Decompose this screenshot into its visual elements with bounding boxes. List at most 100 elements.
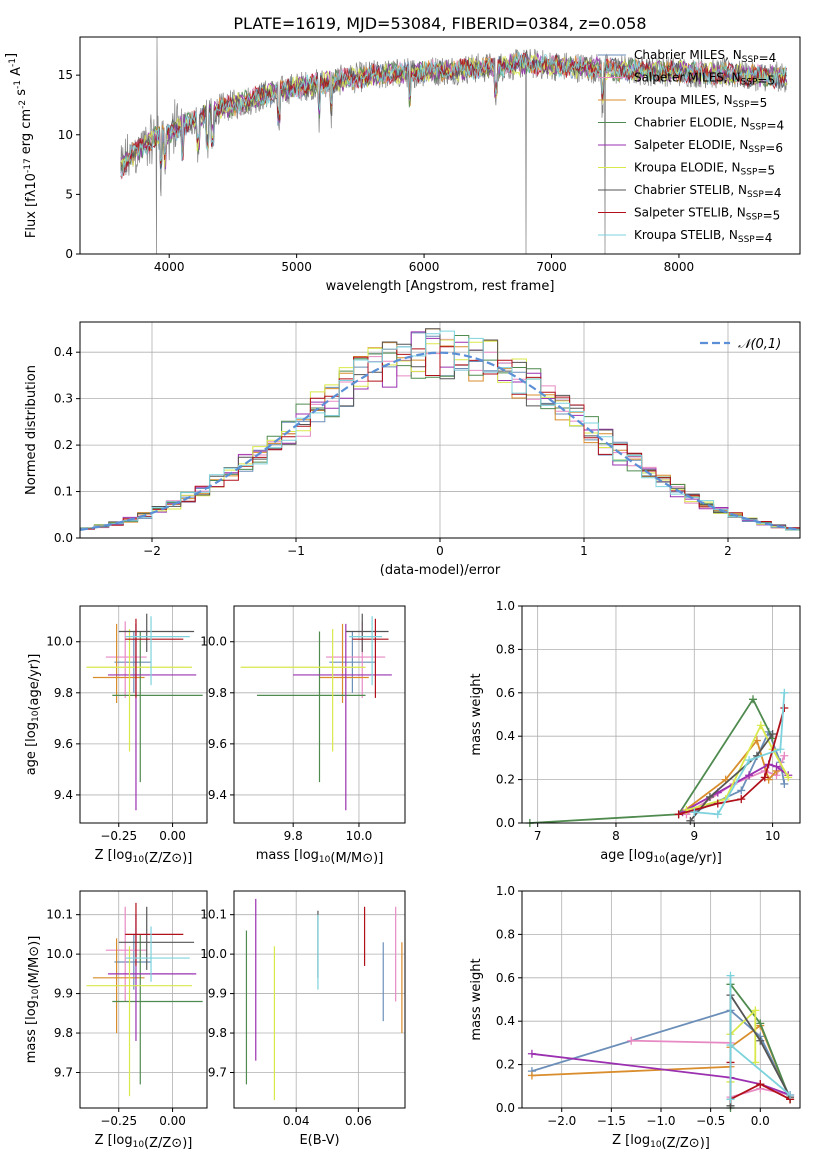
- y-tick-label: 9.4: [208, 788, 227, 802]
- y-tick-label: 9.6: [54, 737, 73, 751]
- chart-mass-vs-Z: −0.25 0.00 9.7 9.8 9.9 10.0 10.1 Z [log10(Z/Z⊙)…: [24, 890, 208, 1151]
- y-tick-label: 15: [58, 68, 73, 82]
- legend-entry: Kroupa MILES, NSSP=5: [634, 93, 767, 110]
- mass-weight-line-5: [531, 1052, 791, 1096]
- y-tick-label: 9.8: [54, 686, 73, 700]
- legend-entry: Salpeter ELODIE, NSSP=6: [634, 138, 783, 155]
- y-tick-label: 9.8: [54, 1026, 73, 1040]
- y-tick-label: 9.8: [208, 686, 227, 700]
- plot-area: [245, 898, 403, 1101]
- legend-entry: Chabrier ELODIE, NSSP=4: [634, 116, 784, 133]
- data-marker: [756, 721, 765, 730]
- data-marker: [772, 762, 781, 771]
- plot-area: [120, 36, 788, 255]
- data-marker: [760, 773, 769, 782]
- data-marker: [527, 1071, 536, 1080]
- chart-massweight-vs-Z: −2.0 −1.5 −1.0 −0.5 0.0 0.0 0.2 0.4 0.6 0.8 1.0 Z […: [469, 884, 801, 1151]
- axes-frame: [233, 605, 406, 824]
- x-axis-label: Z [log10(Z/Z⊙)]: [612, 1133, 710, 1151]
- data-marker: [780, 703, 789, 712]
- data-marker: [674, 810, 683, 819]
- y-tick-label: 9.7: [208, 1065, 227, 1079]
- y-axis-label: mass weight: [469, 958, 484, 1040]
- x-tick-label: −2: [143, 544, 161, 558]
- x-axis-label: Z [log10(Z/Z⊙)]: [95, 848, 193, 866]
- chart-mass-vs-EBV: 0.04 0.06 9.7 9.8 9.9 10.0 10.1 E(B-V): [200, 890, 406, 1148]
- y-tick-label: 0.6: [496, 971, 515, 985]
- axes-frame: [521, 605, 801, 824]
- x-tick-label: −1.5: [597, 1114, 626, 1128]
- data-marker: [786, 1090, 795, 1099]
- y-tick-label: 0.0: [496, 1101, 515, 1115]
- data-marker: [713, 799, 722, 808]
- chart-residuals: −2 −1 0 1 2 0.0 0.1 0.2 0.3 0.4 (data-model)/error…: [24, 321, 801, 578]
- data-marker: [780, 688, 789, 697]
- data-marker: [756, 1036, 765, 1045]
- figure-title: PLATE=1619, MJD=53084, FIBERID=0384, z=0…: [233, 14, 646, 33]
- chart-age-vs-Z: −0.25 0.00 9.4 9.6 9.8 10.0 Z [log10(Z/Z⊙)] age…: [24, 605, 208, 866]
- x-axis-label: E(B-V): [299, 1133, 339, 1148]
- y-tick-label: 10.0: [200, 635, 227, 649]
- data-marker: [780, 779, 789, 788]
- x-tick-label: 0.00: [159, 1114, 186, 1128]
- y-tick-label: 10.1: [200, 908, 227, 922]
- legend-entry: Chabrier MILES, NSSP=4: [634, 48, 776, 65]
- y-tick-label: 9.6: [208, 737, 227, 751]
- x-tick-label: 0.04: [283, 1114, 310, 1128]
- legend-entry: Salpeter MILES, NSSP=5: [634, 71, 775, 88]
- plot-area: [86, 902, 203, 1097]
- normal-reference-curve: [79, 351, 801, 531]
- y-tick-label: 0.0: [54, 531, 73, 545]
- axes-frame: [79, 36, 801, 255]
- data-marker: [527, 1049, 536, 1058]
- y-tick-label: 5: [65, 187, 73, 201]
- y-tick-label: 10: [58, 128, 73, 142]
- y-tick-label: 9.4: [54, 788, 73, 802]
- x-axis-label: age [log10(age/yr)]: [600, 848, 722, 866]
- y-axis-label: age [log10(age/yr)]: [24, 654, 42, 776]
- y-tick-label: 0.3: [54, 392, 73, 406]
- data-marker: [751, 1006, 760, 1015]
- axes-frame: [233, 890, 406, 1109]
- y-tick-label: 0.2: [496, 773, 515, 787]
- plot-area: [527, 971, 795, 1112]
- legend-entry: Kroupa ELODIE, NSSP=5: [634, 161, 775, 178]
- y-axis-label: mass weight: [469, 673, 484, 755]
- x-tick-label: 5000: [281, 260, 312, 274]
- x-tick-label: 0.06: [345, 1114, 372, 1128]
- data-marker: [745, 756, 754, 765]
- data-marker: [726, 1041, 735, 1050]
- y-tick-label: 0.8: [496, 642, 515, 656]
- data-marker: [776, 745, 785, 754]
- x-tick-label: 10.0: [346, 829, 373, 843]
- x-tick-label: −0.25: [100, 829, 137, 843]
- mass-weight-line-4: [529, 697, 774, 824]
- legend-entry: Chabrier STELIB, NSSP=4: [634, 183, 782, 200]
- y-axis-label: mass [log10(M/M⊙)]: [24, 936, 42, 1064]
- legend-entry: Salpeter STELIB, NSSP=5: [634, 206, 780, 223]
- y-tick-label: 10.0: [200, 947, 227, 961]
- mass-weight-line-9: [729, 975, 791, 1100]
- y-axis-label: Flux [fλ10-17 erg cm-2 s-1 A-1]: [4, 53, 39, 238]
- y-tick-label: 0: [65, 247, 73, 261]
- x-axis-label: wavelength [Angstrom, rest frame]: [326, 279, 555, 294]
- data-marker: [726, 971, 735, 980]
- x-tick-label: −2.0: [547, 1114, 576, 1128]
- data-marker: [749, 695, 758, 704]
- residual-histogram-8: [79, 346, 801, 538]
- x-tick-label: 0: [436, 544, 444, 558]
- y-tick-label: 0.4: [496, 729, 515, 743]
- axes-frame: [79, 890, 208, 1109]
- data-marker: [705, 792, 714, 801]
- y-tick-label: 0.4: [54, 345, 73, 359]
- y-tick-label: 1.0: [496, 599, 515, 613]
- model-spectrum-9: [120, 52, 787, 179]
- y-tick-label: 0.1: [54, 485, 73, 499]
- x-tick-label: −0.5: [696, 1114, 725, 1128]
- y-tick-label: 10.0: [46, 947, 73, 961]
- y-tick-label: 9.7: [54, 1065, 73, 1079]
- chart-spectrum: 4000 5000 6000 7000 8000 0 5 10 15 wavelength [An…: [4, 36, 801, 294]
- data-marker: [745, 771, 754, 780]
